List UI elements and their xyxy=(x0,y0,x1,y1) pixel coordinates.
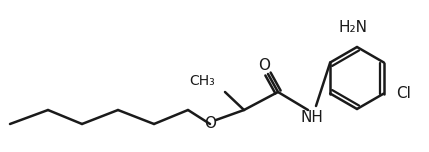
Text: O: O xyxy=(258,59,270,74)
Text: NH: NH xyxy=(301,111,323,126)
Text: H₂N: H₂N xyxy=(338,20,368,35)
Text: O: O xyxy=(204,116,216,131)
Text: Cl: Cl xyxy=(396,86,411,101)
Text: CH₃: CH₃ xyxy=(189,74,215,88)
